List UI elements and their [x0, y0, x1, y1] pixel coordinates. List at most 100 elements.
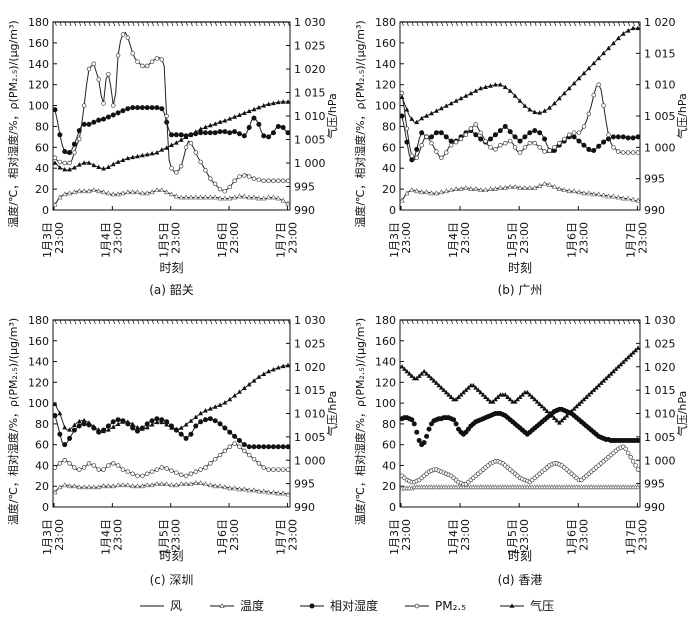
wind-barb	[258, 319, 261, 325]
data-point	[502, 392, 508, 397]
data-point	[630, 150, 636, 155]
data-point	[532, 140, 537, 146]
wind-barb	[421, 21, 424, 27]
data-point	[139, 426, 145, 431]
data-point	[635, 438, 641, 444]
data-point	[265, 194, 272, 200]
wind-barb	[529, 319, 532, 325]
wind-barb	[632, 21, 635, 27]
data-point	[414, 155, 420, 161]
wind-barb	[445, 21, 449, 27]
data-point	[159, 419, 165, 425]
data-point	[625, 28, 631, 33]
data-point	[529, 394, 535, 399]
data-point	[154, 481, 160, 487]
x-tick-label: 1月4日23:00	[447, 222, 472, 258]
wind-barb	[588, 21, 591, 27]
left-tick-label: 120	[28, 79, 49, 92]
wind-barb	[485, 21, 488, 27]
data-point	[630, 25, 636, 31]
data-point	[154, 105, 160, 111]
x-tick-label: 1月5日23:00	[158, 222, 183, 258]
data-point	[154, 467, 160, 472]
data-point	[399, 113, 405, 119]
data-point	[52, 160, 58, 165]
left-tick-label: 180	[375, 314, 396, 327]
data-point	[183, 435, 189, 441]
data-point	[110, 112, 116, 118]
data-point	[130, 189, 136, 195]
data-point	[217, 186, 223, 192]
data-point	[178, 137, 184, 142]
wind-barb	[122, 319, 125, 325]
data-point	[251, 456, 257, 462]
data-point	[125, 106, 131, 112]
left-tick-label: 180	[28, 314, 49, 327]
wind-barb	[470, 319, 473, 325]
data-point	[635, 134, 641, 140]
series-circle	[52, 105, 291, 156]
wind-barb	[514, 21, 517, 27]
data-point	[261, 133, 267, 139]
data-point	[275, 444, 281, 450]
wind-barb	[455, 319, 458, 325]
data-point	[159, 465, 165, 470]
data-point	[542, 406, 547, 411]
data-point	[579, 399, 584, 404]
wind-barb	[166, 21, 169, 27]
data-point	[241, 193, 247, 199]
data-point	[270, 489, 277, 495]
data-point	[130, 471, 135, 477]
y-axis-title-right: 气压/hPa	[325, 93, 339, 139]
data-point	[168, 191, 175, 197]
right-tick-label: 1 030	[294, 16, 326, 29]
data-point	[564, 413, 570, 418]
data-point	[236, 438, 242, 444]
data-point	[600, 192, 607, 198]
wind-barb	[243, 21, 247, 27]
data-point	[561, 187, 567, 193]
data-point	[149, 482, 155, 488]
wind-barb	[416, 319, 419, 325]
wind-barb	[127, 319, 130, 325]
data-point	[91, 162, 97, 168]
wind-barb	[248, 319, 251, 325]
x-axis-title: 时刻	[159, 549, 183, 563]
wind-barb	[180, 319, 184, 325]
wind-barb	[529, 21, 532, 27]
data-point	[527, 185, 533, 190]
data-point	[149, 189, 155, 195]
series-triangle	[52, 99, 291, 172]
data-point	[559, 417, 565, 423]
wind-barb	[234, 319, 237, 325]
wind-barb	[253, 21, 256, 27]
data-point	[448, 100, 454, 106]
data-point	[66, 483, 73, 489]
data-point	[625, 135, 631, 141]
data-point	[404, 107, 410, 112]
data-point	[110, 191, 116, 197]
data-point	[285, 467, 291, 472]
data-point	[251, 487, 257, 493]
data-point	[178, 132, 184, 138]
data-point	[183, 422, 189, 427]
data-point	[522, 185, 528, 190]
wind-barb	[603, 21, 606, 27]
wind-barb	[416, 21, 419, 27]
data-point	[125, 482, 131, 488]
wind-barb	[263, 21, 266, 27]
y-axis-title-right: 气压/hPa	[325, 391, 339, 437]
data-point	[502, 84, 508, 89]
data-point	[115, 159, 121, 164]
wind-barb	[146, 319, 150, 325]
data-point	[169, 468, 174, 473]
data-point	[571, 406, 577, 411]
data-point	[482, 187, 489, 193]
wind-barb	[253, 319, 256, 325]
data-point	[227, 184, 233, 190]
right-tick-label: 995	[294, 478, 315, 491]
data-point	[178, 472, 184, 478]
wind-barb	[282, 319, 285, 325]
wind-barb	[83, 319, 86, 325]
data-point	[620, 195, 626, 201]
